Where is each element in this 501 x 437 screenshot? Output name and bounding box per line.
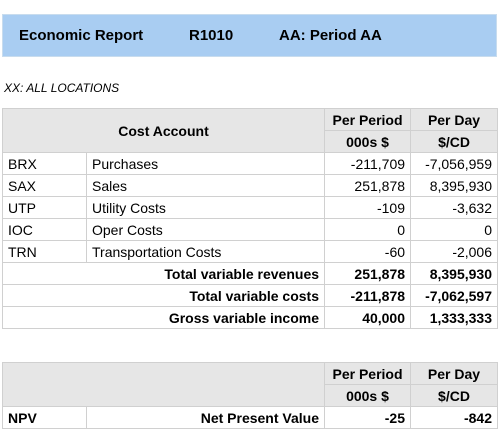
row-per-period: -60 [324, 240, 412, 263]
total-per-period: -211,878 [324, 284, 412, 307]
cost-account-header: Cost Account [1, 108, 326, 153]
row-code: IOC [2, 218, 87, 241]
row-per-period: 251,878 [324, 174, 412, 197]
total-per-day: 8,395,930 [410, 262, 499, 285]
table-row: BRX Purchases -211,709 -7,056,959 [2, 152, 499, 175]
row-per-day: 0 [410, 218, 499, 241]
total-per-day: -7,062,597 [410, 284, 499, 307]
report-title: Economic Report [19, 27, 144, 44]
total-label: Gross variable income [1, 306, 326, 329]
row-per-period: -211,709 [324, 152, 412, 175]
npv-header-blank [2, 362, 325, 407]
npv-label: Net Present Value [86, 406, 325, 429]
npv-per-period-header: Per Period [324, 362, 411, 385]
row-code: TRN [2, 240, 87, 263]
per-period-header: Per Period [324, 108, 412, 131]
location-label: XX: ALL LOCATIONS [4, 81, 120, 95]
total-row: Total variable revenues 251,878 8,395,93… [1, 262, 499, 285]
total-per-period: 251,878 [324, 262, 412, 285]
row-code: SAX [2, 174, 87, 197]
row-per-day: 8,395,930 [410, 174, 499, 197]
report-header: Economic Report R1010 AA: Period AA [2, 14, 497, 57]
row-name: Sales [85, 174, 326, 197]
table-row: IOC Oper Costs 0 0 [2, 218, 499, 241]
npv-per-period: -25 [324, 406, 411, 429]
npv-row: NPV Net Present Value -25 -842 [2, 406, 498, 429]
npv-table: Per Period Per Day 000s $ $/CD NPV Net P… [2, 362, 498, 429]
npv-per-day-unit: $/CD [410, 384, 498, 407]
row-per-period: 0 [324, 218, 412, 241]
row-code: UTP [2, 196, 87, 219]
row-name: Transportation Costs [85, 240, 326, 263]
total-label: Total variable costs [1, 284, 326, 307]
row-per-day: -7,056,959 [410, 152, 499, 175]
table-row: UTP Utility Costs -109 -3,632 [2, 196, 499, 219]
total-row: Total variable costs -211,878 -7,062,597 [1, 284, 499, 307]
row-name: Oper Costs [85, 218, 326, 241]
row-name: Utility Costs [85, 196, 326, 219]
table-row: SAX Sales 251,878 8,395,930 [2, 174, 499, 197]
report-code: R1010 [189, 27, 234, 44]
row-per-period: -109 [324, 196, 412, 219]
npv-per-period-unit: 000s $ [324, 384, 411, 407]
row-per-day: -2,006 [410, 240, 499, 263]
npv-per-day: -842 [410, 406, 498, 429]
row-per-day: -3,632 [410, 196, 499, 219]
npv-per-day-header: Per Day [410, 362, 498, 385]
per-day-unit: $/CD [410, 130, 499, 153]
total-per-period: 40,000 [324, 306, 412, 329]
table-row: TRN Transportation Costs -60 -2,006 [2, 240, 499, 263]
row-name: Purchases [85, 152, 326, 175]
npv-code: NPV [2, 406, 87, 429]
per-day-header: Per Day [410, 108, 499, 131]
report-period: AA: Period AA [279, 27, 382, 44]
row-code: BRX [2, 152, 87, 175]
cost-account-table: Cost Account Per Period Per Day 000s $ $… [1, 108, 499, 329]
total-row: Gross variable income 40,000 1,333,333 [1, 306, 499, 329]
per-period-unit: 000s $ [324, 130, 412, 153]
total-label: Total variable revenues [1, 262, 326, 285]
total-per-day: 1,333,333 [410, 306, 499, 329]
